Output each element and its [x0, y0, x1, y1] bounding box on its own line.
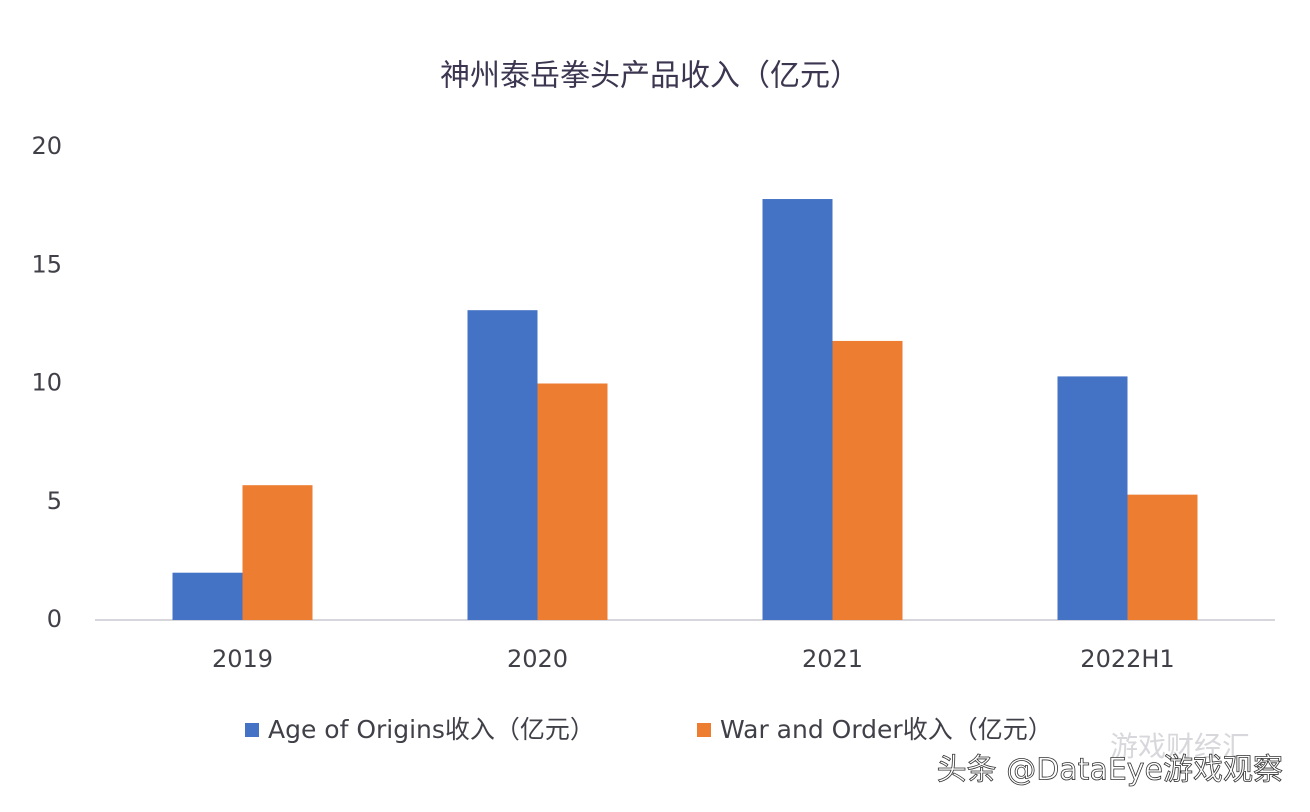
legend-swatch [697, 723, 711, 737]
y-tick-label: 20 [31, 132, 62, 160]
bar [172, 572, 243, 620]
x-tick-label: 2020 [507, 645, 568, 673]
y-tick-label: 0 [47, 605, 62, 633]
bar [467, 310, 538, 620]
bar [762, 199, 833, 620]
bar [1057, 376, 1128, 620]
bar [832, 340, 903, 620]
legend-label: Age of Origins收入（亿元） [268, 715, 595, 744]
x-tick-label: 2019 [212, 645, 273, 673]
bar [537, 383, 608, 620]
legend-swatch [245, 723, 259, 737]
chart-title: 神州泰岳拳头产品收入（亿元） [440, 59, 860, 94]
y-tick-label: 15 [31, 250, 62, 278]
legend-label: War and Order收入（亿元） [720, 715, 1053, 744]
y-tick-label: 10 [31, 369, 62, 397]
bar [242, 485, 313, 620]
watermark: 游戏财经汇 [1110, 730, 1250, 763]
watermark: 头条 @DataEye游戏观察 [937, 753, 1283, 788]
bar [1127, 494, 1198, 620]
x-tick-label: 2022H1 [1080, 645, 1174, 673]
x-tick-label: 2021 [802, 645, 863, 673]
y-tick-label: 5 [47, 487, 62, 515]
